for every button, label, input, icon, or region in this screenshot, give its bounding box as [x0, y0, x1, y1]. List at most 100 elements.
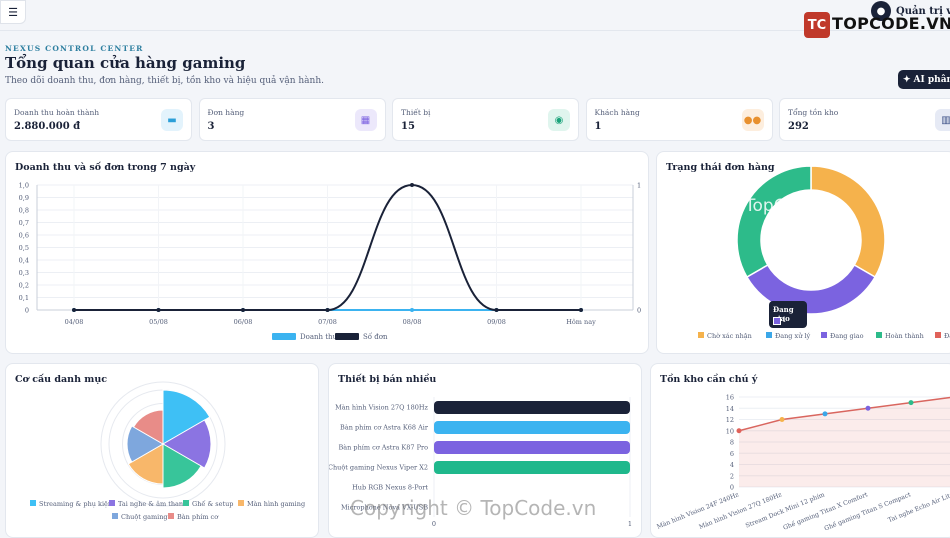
- x-tick-label: 09/08: [487, 318, 506, 326]
- bar: [434, 421, 630, 434]
- ai-analysis-button[interactable]: ✦AI phân t: [898, 70, 950, 89]
- stat-label: Tổng tồn kho: [788, 108, 839, 117]
- legend-swatch: [935, 332, 941, 338]
- y-tick-label: Bàn phím cơ Astra K87 Pro: [339, 443, 429, 452]
- legend-label: Hoàn thành: [885, 331, 924, 340]
- legend-swatch: [272, 333, 296, 340]
- category-chart-title: Cơ cấu danh mục: [15, 374, 108, 385]
- topbar: ☰ ● Quản trị viên: [0, 0, 950, 31]
- y2-tick-label: 0: [637, 307, 641, 315]
- wallet-icon: ▬: [161, 109, 183, 131]
- donut-slice: [810, 165, 886, 279]
- bar: [434, 461, 630, 474]
- y-tick-label: 0: [25, 307, 29, 315]
- y-tick-label: 8: [730, 439, 734, 447]
- y-tick-label: 1,0: [19, 182, 29, 190]
- menu-button[interactable]: ☰: [0, 0, 26, 24]
- legend-swatch: [109, 500, 115, 506]
- legend-label: Đang giao: [830, 332, 864, 340]
- y-tick-label: Chuột gaming Nexus Viper X2: [329, 464, 428, 472]
- legend-swatch: [168, 513, 174, 519]
- revenue-chart: 1,0 0,9 0,8 0,7 0,6 0,5 0,4 0,3 0,2 0,1 0 1 0 04/08 05…: [19, 182, 641, 342]
- low-stock-title: Tồn kho cần chú ý: [660, 374, 758, 385]
- brand-logo-mark: TC: [804, 12, 830, 38]
- y-tick-label: 12: [726, 416, 734, 424]
- eyebrow: NEXUS CONTROL CENTER: [5, 44, 144, 53]
- stat-value: 292: [788, 121, 809, 132]
- legend-label: Đang xử lý: [775, 331, 811, 340]
- x-tick-label: 04/08: [65, 318, 84, 326]
- legend-label: Bàn phím cơ: [177, 512, 219, 521]
- status-chart-card: Trạng thái đơn hàng Chờ xác nhận Đang xử …: [656, 151, 950, 354]
- stat-card[interactable]: Tổng tồn kho 292 ▥: [779, 98, 950, 141]
- legend-swatch: [876, 332, 882, 338]
- legend-label: Màn hình gaming: [247, 499, 305, 508]
- stat-label: Doanh thu hoàn thành: [14, 108, 100, 117]
- best-sellers-chart: 0 1 Màn hình Vision 27Q 180Hz Bàn phím cơ A…: [329, 397, 632, 528]
- stat-card[interactable]: Khách hàng 1 ●●: [585, 98, 773, 141]
- data-point: [241, 308, 245, 312]
- bar: [434, 441, 630, 454]
- legend-swatch: [238, 500, 244, 506]
- y-tick-label: 0,7: [19, 219, 29, 227]
- data-point: [736, 428, 742, 434]
- legend-label: Ghế & setup: [192, 499, 233, 508]
- x-tick-label: 06/08: [234, 318, 253, 326]
- data-point: [822, 411, 828, 417]
- y-tick-label: 6: [730, 450, 734, 458]
- legend-label: Tai nghe & âm thanh: [118, 500, 187, 508]
- area-fill: [739, 397, 950, 487]
- y-tick-label: Bàn phím cơ Astra K68 Air: [340, 423, 429, 432]
- y-tick-label: 0,8: [19, 207, 29, 215]
- stat-card[interactable]: Doanh thu hoàn thành 2.880.000 đ ▬: [5, 98, 192, 141]
- x-tick-label: 1: [628, 520, 632, 528]
- y-tick-label: 14: [726, 405, 734, 413]
- y-tick-label: 0,4: [19, 257, 29, 265]
- y-tick-label: 0,5: [19, 244, 29, 252]
- data-point: [410, 308, 414, 312]
- x-tick-label: 08/08: [403, 318, 422, 326]
- stat-value: 15: [401, 121, 415, 132]
- polar-slice: [162, 419, 212, 469]
- data-point: [156, 308, 161, 312]
- gamepad-icon: ◉: [548, 109, 570, 131]
- legend-label: Số đơn: [363, 332, 388, 341]
- best-sellers-card: Thiết bị bán nhiều 0 1 Màn hình Vision 27Q…: [328, 363, 642, 538]
- stat-card[interactable]: Đơn hàng 3 ▦: [198, 98, 386, 141]
- brand-name-part2: .VN: [919, 14, 950, 33]
- stat-value: 3: [207, 121, 215, 132]
- stat-card[interactable]: Thiết bị 15 ◉: [392, 98, 579, 141]
- polar-slice: [132, 409, 164, 445]
- polar-slice: [162, 389, 211, 445]
- legend-swatch: [112, 513, 118, 519]
- donut-slice: [736, 165, 812, 279]
- y-tick-label: 0,6: [19, 232, 29, 240]
- x-tick-label: 05/08: [149, 318, 168, 326]
- x-tick-label: Màn hình Vision 27Q 180Hz: [698, 491, 783, 531]
- y-tick-label: 0,2: [19, 282, 29, 290]
- warehouse-icon: ▥: [935, 109, 950, 131]
- revenue-chart-title: Doanh thu và số đơn trong 7 ngày: [15, 162, 196, 173]
- y-tick-label: 4: [730, 461, 734, 469]
- status-chart-title: Trạng thái đơn hàng: [666, 162, 775, 173]
- user-name[interactable]: Quản trị viên: [896, 6, 950, 17]
- legend-swatch: [30, 500, 36, 506]
- stat-label: Khách hàng: [594, 108, 640, 117]
- hamburger-icon: ☰: [8, 5, 18, 19]
- user-avatar[interactable]: ●: [871, 1, 891, 21]
- legend-label: Đã hủy: [944, 331, 950, 340]
- stat-label: Thiết bị: [401, 108, 431, 117]
- users-icon: ●●: [741, 109, 764, 131]
- calendar-icon: ▦: [354, 109, 377, 131]
- stat-label: Đơn hàng: [207, 108, 245, 117]
- y-tick-label: Hub RGB Nexus 8-Port: [352, 484, 428, 492]
- stat-value: 2.880.000 đ: [14, 121, 81, 132]
- legend-swatch: [698, 332, 704, 338]
- category-chart: Streaming & phụ kiện Tai nghe & âm thanh G…: [30, 381, 305, 521]
- polar-slice: [127, 443, 164, 485]
- revenue-chart-card: Doanh thu và số đơn trong 7 ngày 1,0 0,9 0…: [5, 151, 649, 354]
- y-tick-label: 0: [730, 484, 734, 492]
- brand-name: TOPCODE.VN: [832, 14, 950, 33]
- data-point: [72, 308, 76, 312]
